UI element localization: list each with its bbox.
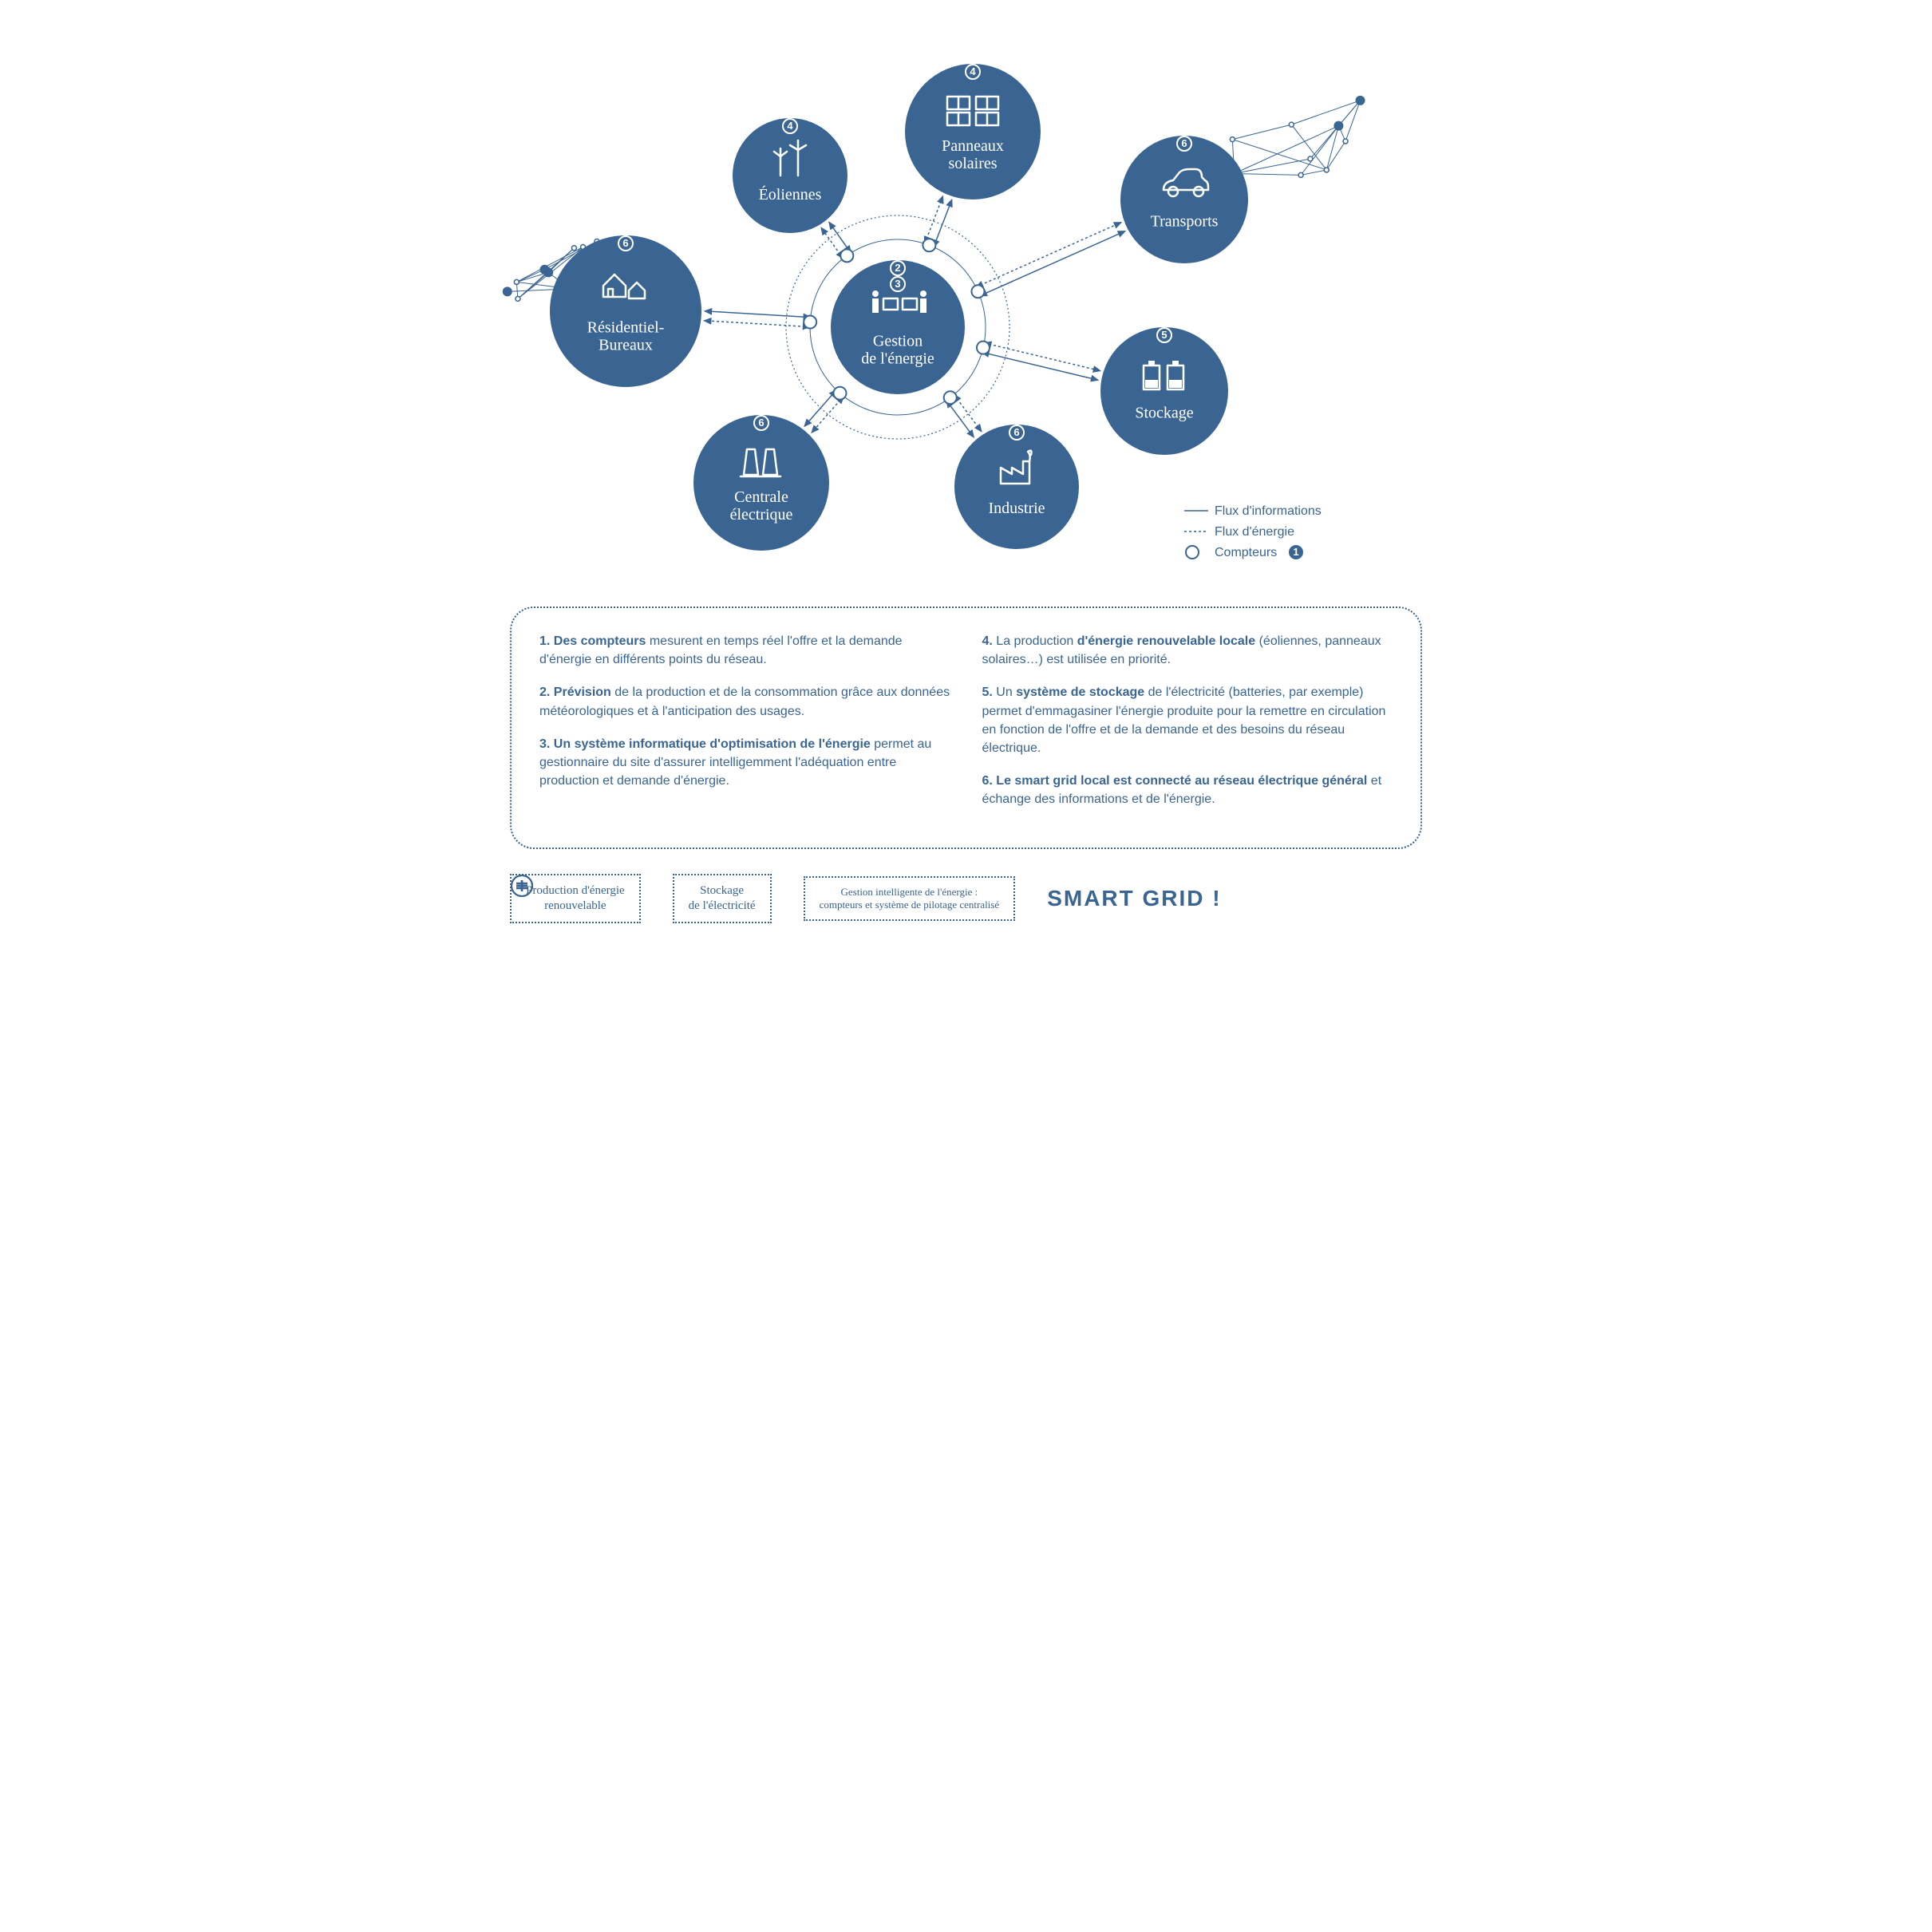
node-residentiel: Résidentiel-Bureaux 6: [550, 235, 701, 387]
node-panneaux: Panneauxsolaires 4: [905, 64, 1041, 200]
descriptions-right-col: 4. La production d'énergie renouvelable …: [982, 632, 1393, 824]
svg-text:4: 4: [970, 65, 976, 77]
node-group: Gestionde l'énergie 2 3 Résidentiel-Bureaux…: [550, 64, 1248, 551]
svg-text:Centrale: Centrale: [734, 488, 788, 506]
eq-box1-line1: Production d'énergie: [526, 884, 625, 897]
eq-box3-line2: compteurs et système de pilotage central…: [820, 899, 1000, 911]
node-industrie: Industrie 6: [954, 425, 1079, 549]
svg-text:5: 5: [1161, 329, 1167, 341]
eq-box2-line2: de l'électricité: [689, 899, 756, 912]
description-item: 4. La production d'énergie renouvelable …: [982, 632, 1393, 669]
svg-text:6: 6: [758, 417, 764, 429]
description-item: 5. Un système de stockage de l'électrici…: [982, 683, 1393, 757]
node-center: Gestionde l'énergie 2 3: [831, 260, 965, 394]
svg-text:électrique: électrique: [730, 506, 793, 523]
svg-text:solaires: solaires: [948, 155, 997, 172]
svg-text:Résidentiel-: Résidentiel-: [587, 319, 665, 337]
svg-text:Stockage: Stockage: [1135, 405, 1193, 422]
svg-text:1: 1: [1293, 546, 1298, 558]
svg-text:4: 4: [787, 120, 793, 132]
eq-box3-line1: Gestion intelligente de l'énergie :: [840, 886, 978, 898]
description-item: 2. Prévision de la production et de la c…: [539, 683, 950, 720]
svg-text:Bureaux: Bureaux: [599, 337, 653, 354]
node-stockage: Stockage 5: [1100, 327, 1228, 455]
svg-text:6: 6: [1181, 137, 1187, 149]
svg-text:Compteurs: Compteurs: [1215, 546, 1277, 559]
legend: Flux d'informations Flux d'énergie Compteu…: [1184, 504, 1322, 559]
network-decoration-right: [1230, 96, 1365, 179]
eq-box2-line1: Stockage: [700, 884, 744, 897]
svg-text:2: 2: [895, 262, 900, 274]
svg-text:Flux d'énergie: Flux d'énergie: [1215, 525, 1294, 539]
svg-text:de l'énergie: de l'énergie: [861, 350, 934, 368]
descriptions-left-col: 1. Des compteurs mesurent en temps réel …: [539, 632, 950, 824]
svg-text:3: 3: [895, 278, 900, 290]
svg-text:Éoliennes: Éoliennes: [759, 185, 822, 203]
equation-box-3: Gestion intelligente de l'énergie : comp…: [804, 876, 1016, 922]
svg-text:6: 6: [622, 237, 628, 249]
svg-text:6: 6: [1013, 426, 1019, 438]
node-centrale: Centraleélectrique 6: [693, 415, 829, 551]
descriptions-box: 1. Des compteurs mesurent en temps réel …: [510, 606, 1422, 849]
svg-text:Transports: Transports: [1151, 213, 1219, 231]
equation-row: Production d'énergie renouvelable Stocka…: [510, 874, 1422, 923]
svg-text:Industrie: Industrie: [988, 500, 1045, 517]
description-item: 1. Des compteurs mesurent en temps réel …: [539, 632, 950, 669]
equation-box-2: Stockage de l'électricité: [673, 874, 772, 923]
infographic-stage: Gestionde l'énergie 2 3 Résidentiel-Bureaux…: [462, 0, 1470, 1008]
svg-text:Gestion: Gestion: [873, 333, 923, 350]
description-item: 3. Un système informatique d'optimisatio…: [539, 735, 950, 791]
diagram-canvas: Gestionde l'énergie 2 3 Résidentiel-Bureaux…: [462, 0, 1470, 1008]
svg-text:Flux d'informations: Flux d'informations: [1215, 504, 1322, 518]
eq-box1-line2: renouvelable: [544, 899, 606, 912]
node-transports: Transports 6: [1120, 136, 1248, 263]
svg-text:Panneaux: Panneaux: [942, 137, 1004, 155]
equation-result: SMART GRID !: [1047, 886, 1221, 911]
description-item: 6. Le smart grid local est connecté au r…: [982, 772, 1393, 808]
node-eoliennes: Éoliennes 4: [733, 118, 847, 233]
